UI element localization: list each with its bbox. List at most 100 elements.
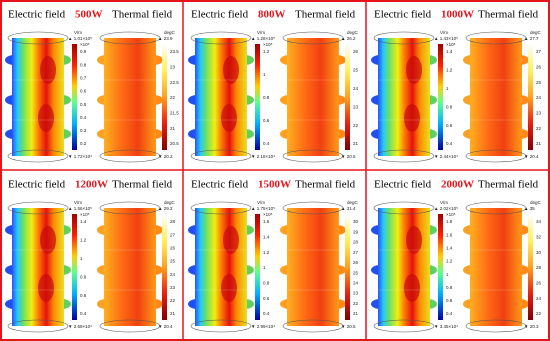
cylinder-body — [104, 208, 156, 326]
colorbar-tick-label: 23 — [353, 104, 359, 109]
power-label: 500W — [75, 9, 103, 21]
colorbar-tick-label: 21 — [536, 141, 542, 146]
colorbar-tick-label: 22 — [170, 298, 176, 303]
colorbar-tick-label: 1.6 — [446, 232, 453, 237]
colorbar-tick-label: 24 — [353, 86, 359, 91]
thermal-title: Thermal field — [295, 179, 356, 191]
cylinder-rim — [99, 149, 161, 163]
hot-spot — [404, 274, 420, 302]
colorbar-tick-label: 0.9 — [80, 49, 87, 54]
colorbar — [438, 44, 443, 150]
unit-label: degC — [164, 200, 176, 205]
unit-label: degC — [347, 200, 359, 205]
colorbar-tick-label: 0.8 — [263, 95, 270, 100]
colorbar-tick-label: 0.6 — [263, 118, 270, 123]
thermal-title: Thermal field — [112, 179, 173, 191]
colorbar-tick-label: 21 — [170, 126, 176, 131]
colorbar-tick-label: 0.4 — [446, 141, 453, 146]
colorbar-tick-label: 0.6 — [80, 89, 87, 94]
colorbar-tick-label: 1.4 — [80, 219, 87, 224]
colorbar — [162, 214, 167, 320]
power-label: 1200W — [75, 179, 108, 191]
unit-label: degC — [164, 30, 176, 35]
hot-spot — [223, 226, 239, 254]
electric-title: Electric field — [374, 179, 432, 191]
colorbar-tick-label: 27 — [536, 49, 542, 54]
colorbar-tick-label: 1.4 — [446, 245, 453, 250]
unit-label: V/m — [257, 30, 265, 35]
colorbar-tick-label: 24 — [536, 95, 542, 100]
colorbar-tick-label: 0.4 — [263, 141, 270, 146]
colorbar-tick-label: 0.6 — [263, 296, 270, 301]
hot-spot — [40, 226, 56, 254]
min-label: ▼ 2.44×10⁴ — [434, 154, 458, 159]
colorbar-tick-label: 23 — [353, 291, 359, 296]
hot-spot — [40, 56, 56, 84]
colorbar-tick-label: 1 — [446, 272, 449, 277]
colorbar-tick-label: 32 — [536, 235, 542, 240]
colorbar-tick-label: 1 — [80, 256, 83, 261]
colorbar-tick-label: 1.4 — [446, 49, 453, 54]
electric-title: Electric field — [8, 9, 66, 21]
cylinder-rim — [7, 149, 69, 163]
min-label: ▼ 3.45×10⁴ — [434, 324, 458, 329]
colorbar-tick-label: 0.6 — [446, 298, 453, 303]
colorbar-tick-label: 1 — [263, 265, 266, 270]
cylinder-body — [378, 38, 430, 156]
colorbar-tick-label: 1.2 — [263, 49, 270, 54]
cylinder-rim — [282, 319, 344, 333]
cylinder-body — [104, 38, 156, 156]
max-label: ▲ 35 — [524, 206, 535, 211]
hot-spot — [38, 104, 54, 132]
cylinder-body — [470, 208, 522, 326]
cylinder-rim — [465, 319, 527, 333]
max-label: ▲ 1.43×10⁵ — [434, 36, 458, 41]
unit-label: V/m — [257, 200, 265, 205]
colorbar-tick-label: 21 — [353, 311, 359, 316]
cylinder-rim — [190, 319, 252, 333]
colorbar-tick-label: 25 — [353, 68, 359, 73]
min-label: ▼ 2.99×10⁴ — [251, 324, 275, 329]
colorbar-tick-label: 21.5 — [170, 111, 179, 116]
max-label: ▲ 31.4 — [341, 206, 356, 211]
hot-spot — [404, 104, 420, 132]
max-label: ▲ 26.2 — [341, 36, 356, 41]
cylinder-rim — [99, 319, 161, 333]
colorbar-tick-label: 24 — [353, 281, 359, 286]
colorbar-tick-label: 22 — [170, 95, 176, 100]
hot-spot — [406, 226, 422, 254]
max-label: ▲ 1.28×10⁵ — [251, 36, 275, 41]
colorbar-tick-label: 0.4 — [80, 311, 87, 316]
exponent-label: ×10⁵ — [263, 42, 273, 47]
exponent-label: ×10⁵ — [446, 42, 456, 47]
thermal-title: Thermal field — [478, 9, 539, 21]
cylinder-rim — [7, 201, 69, 215]
cylinder-rim — [282, 149, 344, 163]
min-label: ▼ 2.69×10⁴ — [68, 324, 92, 329]
colorbar-tick-label: 1.2 — [80, 238, 87, 243]
colorbar-tick-label: 23.5 — [170, 49, 179, 54]
cylinder-rim — [99, 201, 161, 215]
power-label: 1500W — [258, 179, 291, 191]
colorbar-tick-label: 26 — [536, 65, 542, 70]
max-label: ▲ 1.01×10⁵ — [68, 36, 92, 41]
colorbar-tick-label: 25 — [170, 259, 176, 264]
colorbar-tick-label: 1.2 — [263, 250, 270, 255]
cylinder-rim — [465, 31, 527, 45]
colorbar-tick-label: 27 — [170, 232, 176, 237]
thermal-title: Thermal field — [478, 179, 539, 191]
unit-label: V/m — [440, 200, 448, 205]
colorbar-tick-label: 24 — [170, 272, 176, 277]
power-label: 1000W — [441, 9, 474, 21]
colorbar-tick-label: 20.5 — [170, 141, 179, 146]
colorbar-tick-label: 29 — [353, 229, 359, 234]
min-label: ▼ 20.4 — [158, 324, 173, 329]
unit-label: V/m — [74, 200, 82, 205]
max-label: ▲ 23.9 — [158, 36, 173, 41]
colorbar-tick-label: 0.8 — [80, 62, 87, 67]
colorbar — [255, 44, 260, 150]
colorbar-tick-label: 27 — [353, 250, 359, 255]
electric-title: Electric field — [374, 9, 432, 21]
colorbar — [72, 214, 77, 320]
max-label: ▲ 27.7 — [524, 36, 539, 41]
